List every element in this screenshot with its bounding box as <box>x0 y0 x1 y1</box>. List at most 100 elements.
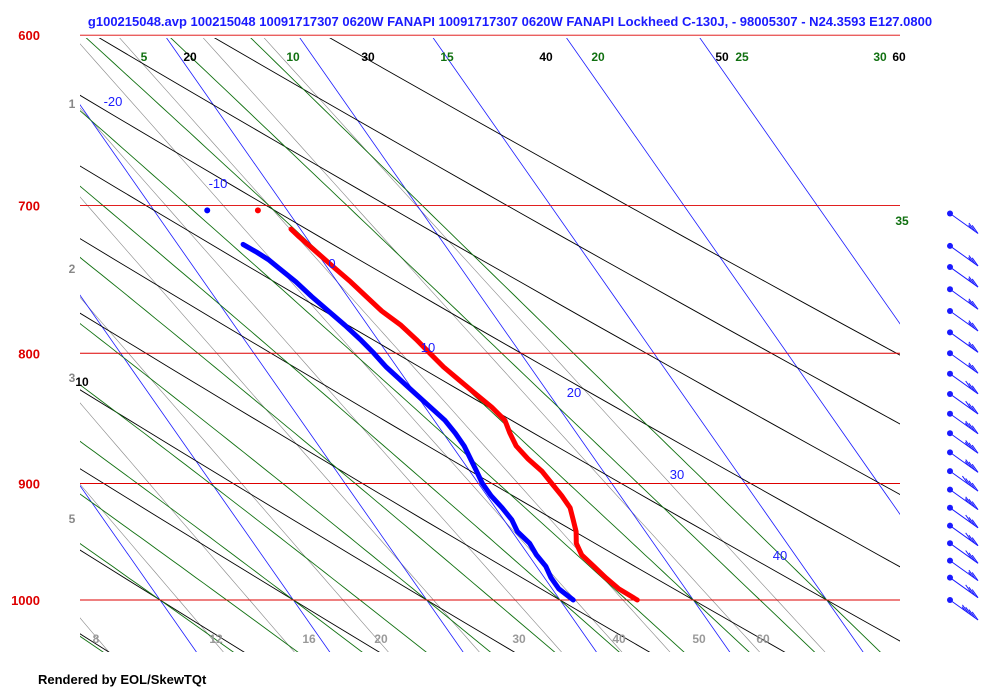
moist-adiabat-label: 25 <box>735 50 749 64</box>
isotherm-label: -20 <box>104 94 123 109</box>
wind-barb-flag <box>968 461 976 471</box>
wind-barb-flag <box>968 362 976 372</box>
isotherm-label: 30 <box>670 467 684 482</box>
wind-barb-staff <box>949 577 979 599</box>
wind-barb <box>947 410 979 435</box>
isotherm-line <box>0 26 64 654</box>
wind-barb-flag <box>965 606 972 616</box>
wind-barb-staff <box>949 352 979 374</box>
wind-barb-flag <box>968 423 976 432</box>
isotherm-label: -10 <box>209 176 228 191</box>
mixing-ratio-line <box>202 38 760 652</box>
dry-adiabat-label: 30 <box>361 50 375 64</box>
wind-barb-flag <box>965 550 972 559</box>
wind-barb-flag <box>971 482 979 492</box>
wind-barb-flag <box>965 420 972 430</box>
moist-adiabat-label: 20 <box>591 50 605 64</box>
wind-barb-flag <box>971 463 979 473</box>
wind-barb-staff <box>949 470 979 492</box>
isotherm-label: 40 <box>773 548 787 563</box>
dry-adiabat-line <box>80 94 900 568</box>
isotherm-line <box>80 104 464 652</box>
wind-barb-flag <box>965 478 972 487</box>
pressure-tick-label: 900 <box>18 476 40 491</box>
isotherm-line <box>432 38 864 652</box>
wind-barb-staff <box>949 489 979 511</box>
wind-barb-half-flag <box>968 571 972 577</box>
wind-barb <box>947 286 979 310</box>
moist-adiabat-line <box>80 635 104 652</box>
wind-barb <box>947 430 979 454</box>
wind-barb-staff <box>949 373 979 395</box>
wind-barb-staff <box>949 213 979 234</box>
wind-barb-flag <box>962 475 969 485</box>
wind-barb-staff <box>949 288 979 310</box>
wind-barb-flag <box>968 403 976 412</box>
wind-barb <box>947 486 979 511</box>
height-label: 2 <box>69 262 76 276</box>
wind-barb-staff <box>949 542 979 564</box>
isotherm-label: 0 <box>328 256 335 271</box>
moist-adiabat-line <box>80 543 235 652</box>
isotherm-line <box>166 38 597 652</box>
moist-adiabat-label: 30 <box>873 50 887 64</box>
wind-barb-half-flag <box>968 343 972 348</box>
wind-barb-flag <box>968 517 976 526</box>
dry-adiabat-line <box>80 312 651 652</box>
wind-barb-half-flag <box>968 256 972 262</box>
moist-adiabat-label: 15 <box>440 50 454 64</box>
wind-barb-flag <box>971 519 979 529</box>
dry-adiabat-label: 50 <box>715 50 729 64</box>
wind-barb-half-flag <box>968 300 972 305</box>
mixing-ratio-label: 12 <box>209 632 223 646</box>
wind-barb-flag <box>968 569 976 579</box>
moist-adiabat-label: 5 <box>141 50 148 64</box>
wind-barb <box>947 597 979 621</box>
wind-barb-flag <box>965 400 972 410</box>
wind-barb <box>947 574 979 599</box>
moist-adiabat-line <box>80 256 556 652</box>
wind-barb-staff <box>949 432 979 454</box>
wind-barb-flag <box>968 480 976 490</box>
moist-adiabat-line <box>80 493 299 652</box>
height-label: 5 <box>69 512 76 526</box>
pressure-tick-label: 600 <box>18 28 40 43</box>
wind-barb-half-flag <box>961 606 966 611</box>
wind-barb-flag <box>971 444 979 454</box>
wind-barb-half-flag <box>964 461 969 466</box>
dry-adiabat-line <box>80 389 516 652</box>
wind-barb <box>947 210 979 234</box>
wind-barb-flag <box>971 364 979 374</box>
mixing-ratio-line <box>80 196 480 652</box>
mixing-ratio-label: 20 <box>374 632 388 646</box>
wind-barb-flag <box>965 584 972 594</box>
wind-barb <box>947 504 979 529</box>
wind-barb-flag <box>965 380 972 390</box>
mixing-ratio-line <box>263 38 826 652</box>
wind-barb-flag <box>971 425 979 435</box>
mixing-ratio-label: 60 <box>756 632 770 646</box>
isotherm-line <box>299 38 731 652</box>
wind-barb-flag <box>971 257 979 267</box>
moist-adiabat-line <box>80 440 363 652</box>
wind-barb-flag <box>971 611 979 621</box>
dewpoint-point <box>204 207 211 214</box>
wind-barb-flag <box>968 383 976 392</box>
wind-barb <box>947 449 979 473</box>
wind-barb-staff <box>949 507 979 529</box>
wind-barb-flag <box>971 572 979 581</box>
chart-title: g100215048.avp 100215048 10091717307 062… <box>87 14 933 29</box>
wind-barb <box>947 390 979 415</box>
wind-barb-staff <box>949 245 979 267</box>
height-label: 1 <box>69 97 76 111</box>
isotherm-line <box>80 294 331 652</box>
mixing-ratio-line <box>80 402 295 652</box>
wind-barb-flag <box>965 459 972 468</box>
wind-barb-flag <box>965 532 972 542</box>
wind-barb-flag <box>965 496 972 506</box>
mixing-ratio-line <box>80 296 389 652</box>
wind-barb-flag <box>968 552 976 562</box>
wind-barb-flag <box>968 341 976 351</box>
wind-barb <box>947 540 979 564</box>
temperature-point <box>254 207 261 214</box>
